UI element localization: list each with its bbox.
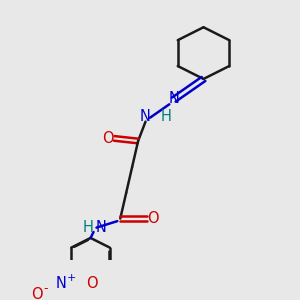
Text: O: O [31, 287, 43, 300]
Text: O: O [147, 211, 159, 226]
Text: O: O [86, 276, 98, 291]
Text: N: N [168, 91, 179, 106]
Text: -: - [43, 282, 48, 295]
Text: O: O [103, 131, 114, 146]
Text: H: H [82, 220, 93, 235]
Text: +: + [67, 273, 76, 283]
Text: N: N [56, 276, 66, 291]
Text: H: H [161, 109, 172, 124]
Text: N: N [95, 220, 106, 235]
Text: N: N [140, 109, 151, 124]
